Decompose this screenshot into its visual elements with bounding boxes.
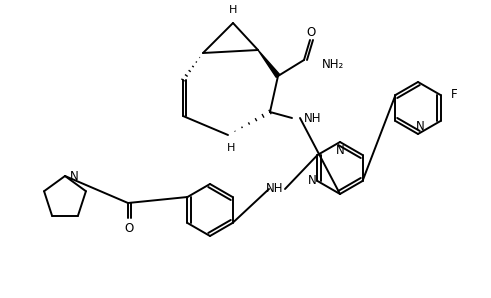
Text: NH: NH	[266, 182, 284, 195]
Text: N: N	[308, 175, 317, 187]
Text: N: N	[336, 144, 344, 156]
Text: F: F	[451, 89, 457, 102]
Text: NH: NH	[304, 111, 322, 125]
Text: N: N	[415, 119, 424, 133]
Text: O: O	[124, 221, 134, 235]
Text: H: H	[227, 143, 235, 153]
Polygon shape	[258, 50, 280, 77]
Text: O: O	[306, 26, 316, 38]
Text: N: N	[70, 170, 79, 184]
Text: NH₂: NH₂	[322, 58, 344, 71]
Text: H: H	[229, 5, 237, 15]
